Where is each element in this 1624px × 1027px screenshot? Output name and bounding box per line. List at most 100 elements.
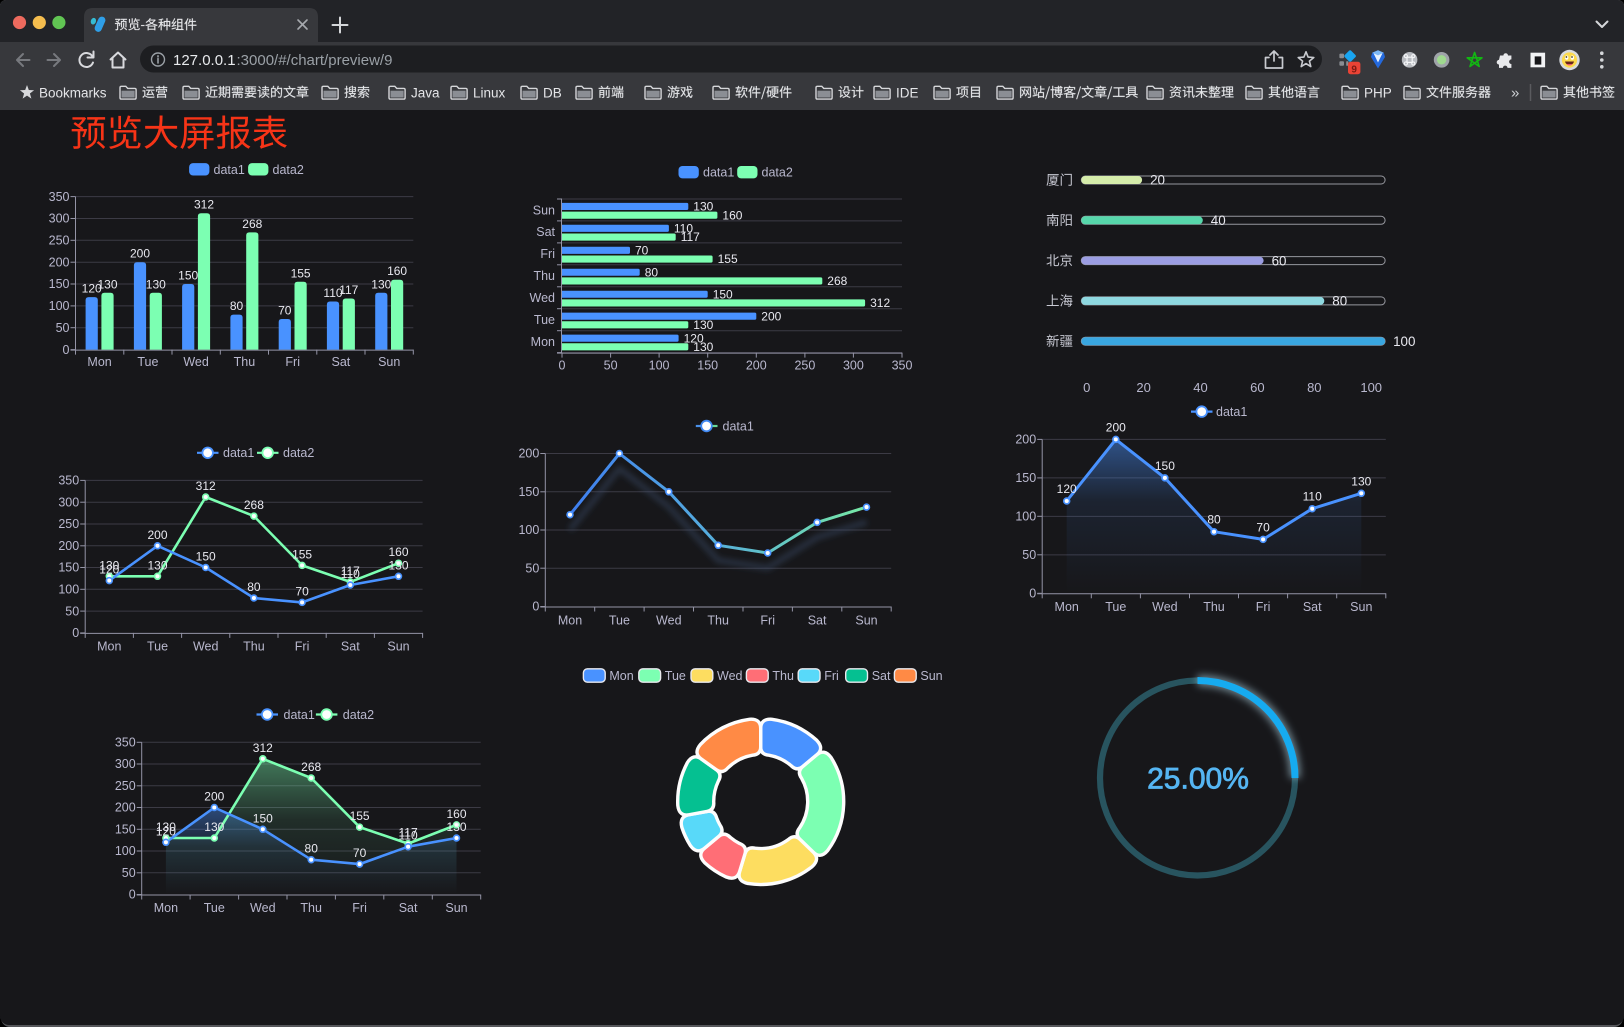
svg-text:100: 100 (1015, 510, 1036, 524)
svg-text:80: 80 (1307, 380, 1321, 395)
svg-text:data2: data2 (762, 166, 793, 180)
svg-text:300: 300 (58, 495, 79, 509)
svg-text:50: 50 (525, 562, 539, 576)
svg-text:Bookmarks: Bookmarks (39, 85, 107, 100)
svg-text:Thu: Thu (707, 614, 729, 628)
svg-text:Mon: Mon (154, 901, 178, 915)
svg-text:0: 0 (63, 343, 70, 357)
svg-text:268: 268 (301, 760, 321, 774)
svg-text:Mon: Mon (558, 614, 582, 628)
svg-text:127.0.0.1: 127.0.0.1 (173, 52, 236, 69)
svg-text:80: 80 (1207, 513, 1221, 527)
svg-text:Fri: Fri (285, 355, 300, 369)
svg-text:350: 350 (892, 359, 913, 373)
svg-text:Wed: Wed (717, 669, 743, 683)
svg-text:200: 200 (147, 528, 167, 542)
svg-text:350: 350 (58, 474, 79, 488)
svg-text:200: 200 (518, 447, 539, 461)
svg-text:120: 120 (1057, 482, 1077, 496)
svg-text:Thu: Thu (243, 640, 265, 654)
svg-text:150: 150 (1015, 471, 1036, 485)
svg-text:50: 50 (1022, 548, 1036, 562)
svg-text:Fri: Fri (824, 669, 839, 683)
svg-text:117: 117 (339, 283, 358, 297)
svg-text:25.00%: 25.00% (1147, 762, 1249, 795)
svg-text:0: 0 (129, 888, 136, 902)
svg-text:Fri: Fri (540, 247, 555, 261)
svg-text:268: 268 (244, 498, 264, 512)
svg-text:100: 100 (58, 583, 79, 597)
svg-text:200: 200 (746, 359, 767, 373)
svg-text:200: 200 (761, 309, 781, 323)
svg-text:Sat: Sat (536, 225, 555, 239)
svg-text:DB: DB (543, 85, 562, 100)
svg-text:100: 100 (49, 299, 70, 313)
svg-text:Tue: Tue (534, 313, 555, 327)
svg-text:Thu: Thu (300, 901, 322, 915)
svg-text:130: 130 (146, 277, 166, 291)
svg-text:»: » (1511, 85, 1519, 102)
svg-text:155: 155 (718, 252, 738, 266)
svg-text:Thu: Thu (533, 269, 555, 283)
svg-text:117: 117 (341, 564, 360, 578)
svg-text:50: 50 (65, 604, 79, 618)
svg-text:Sat: Sat (1303, 600, 1322, 614)
svg-text:Sun: Sun (533, 203, 555, 217)
svg-text:Thu: Thu (234, 355, 256, 369)
svg-text:130: 130 (204, 820, 224, 834)
svg-text:350: 350 (115, 736, 136, 750)
svg-text:200: 200 (1015, 433, 1036, 447)
svg-text:IDE: IDE (896, 85, 919, 100)
svg-text:60: 60 (1272, 253, 1287, 268)
svg-text:250: 250 (58, 517, 79, 531)
svg-text:350: 350 (49, 190, 70, 204)
svg-text:Fri: Fri (352, 901, 367, 915)
svg-text:Sun: Sun (920, 669, 942, 683)
svg-text:200: 200 (204, 790, 224, 804)
svg-text:250: 250 (115, 779, 136, 793)
svg-text:80: 80 (230, 299, 244, 313)
svg-text:150: 150 (518, 485, 539, 499)
svg-text:160: 160 (387, 264, 407, 278)
svg-text::3000/#/chart/preview/9: :3000/#/chart/preview/9 (237, 52, 393, 69)
svg-text:Wed: Wed (183, 355, 209, 369)
svg-text:268: 268 (827, 274, 847, 288)
svg-text:150: 150 (178, 269, 198, 283)
svg-text:100: 100 (518, 523, 539, 537)
svg-text:130: 130 (693, 340, 713, 354)
svg-text:Thu: Thu (1203, 600, 1225, 614)
svg-text:70: 70 (295, 584, 309, 598)
svg-text:130: 130 (371, 277, 391, 291)
svg-text:Mon: Mon (97, 640, 121, 654)
svg-text:Tue: Tue (137, 355, 158, 369)
svg-text:250: 250 (794, 359, 815, 373)
svg-text:80: 80 (247, 580, 261, 594)
svg-text:Sat: Sat (332, 355, 351, 369)
svg-text:150: 150 (58, 561, 79, 575)
svg-text:312: 312 (870, 296, 890, 310)
svg-text:110: 110 (399, 829, 418, 843)
svg-text:50: 50 (122, 866, 136, 880)
svg-text:Tue: Tue (204, 901, 225, 915)
svg-text:0: 0 (1029, 587, 1036, 601)
svg-text:data2: data2 (343, 708, 374, 722)
svg-text:Wed: Wed (656, 614, 682, 628)
svg-text:0: 0 (1083, 380, 1090, 395)
svg-text:Fri: Fri (760, 614, 775, 628)
svg-text:Sat: Sat (872, 669, 891, 683)
svg-text:150: 150 (115, 823, 136, 837)
svg-text:150: 150 (697, 359, 718, 373)
svg-text:Mon: Mon (531, 335, 555, 349)
svg-text:Sat: Sat (808, 614, 827, 628)
svg-text:110: 110 (323, 286, 342, 300)
svg-text:Wed: Wed (530, 291, 556, 305)
svg-text:300: 300 (843, 359, 864, 373)
svg-text:40: 40 (1193, 380, 1207, 395)
svg-text:150: 150 (196, 550, 216, 564)
svg-text:20: 20 (1150, 173, 1165, 188)
svg-text:80: 80 (645, 265, 659, 279)
svg-text:50: 50 (56, 321, 70, 335)
svg-text:120: 120 (82, 282, 102, 296)
svg-text:268: 268 (242, 217, 262, 231)
svg-text:312: 312 (196, 479, 216, 493)
